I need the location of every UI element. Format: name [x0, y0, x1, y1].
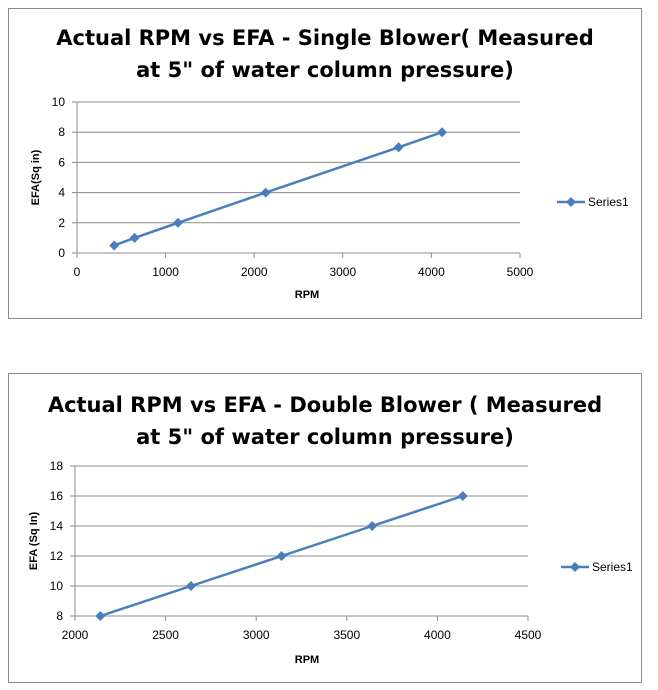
- data-point: [173, 217, 184, 228]
- y-tick-label: 0: [58, 246, 65, 260]
- y-tick-label: 8: [56, 609, 63, 623]
- y-tick-label: 18: [50, 459, 64, 473]
- y-axis-label: EFA (Sq In): [28, 512, 40, 571]
- y-tick-label: 14: [50, 519, 64, 533]
- chart-title-line: Actual RPM vs EFA - Double Blower ( Meas…: [48, 393, 602, 417]
- y-tick-label: 16: [50, 489, 64, 503]
- x-tick-label: 3000: [243, 628, 270, 642]
- x-tick-label: 2000: [241, 265, 268, 279]
- chart-svg: Actual RPM vs EFA - Double Blower ( Meas…: [28, 393, 633, 666]
- data-point: [457, 491, 468, 501]
- chart-svg: Actual RPM vs EFA - Single Blower( Measu…: [30, 26, 629, 301]
- data-point: [367, 521, 378, 531]
- y-tick-label: 8: [58, 125, 65, 139]
- x-tick-label: 3000: [329, 265, 356, 279]
- x-tick-label: 4000: [424, 628, 451, 642]
- data-point: [276, 551, 287, 561]
- x-tick-label: 2000: [62, 628, 89, 642]
- x-axis-label: RPM: [295, 289, 319, 301]
- series-line: [113, 131, 443, 247]
- x-axis-label: RPM: [295, 654, 319, 666]
- chart-single-blower: Actual RPM vs EFA - Single Blower( Measu…: [8, 8, 642, 319]
- y-tick-label: 2: [58, 216, 65, 230]
- chart-double-blower: Actual RPM vs EFA - Double Blower ( Meas…: [8, 373, 642, 683]
- legend-marker: [566, 197, 576, 207]
- x-tick-label: 2500: [152, 628, 179, 642]
- data-point: [185, 581, 196, 591]
- data-point: [129, 232, 140, 243]
- y-tick-label: 10: [50, 579, 64, 593]
- y-tick-label: 10: [52, 95, 66, 109]
- y-axis-label: EFA(Sq in): [30, 149, 42, 205]
- legend-label: Series1: [588, 195, 629, 209]
- x-tick-label: 0: [74, 265, 81, 279]
- data-point: [393, 142, 404, 153]
- chart-title-line: at 5" of water column pressure): [136, 425, 514, 449]
- x-tick-label: 3500: [333, 628, 360, 642]
- chart-title-line: at 5" of water column pressure): [136, 58, 514, 82]
- y-tick-label: 6: [58, 155, 65, 169]
- data-point: [95, 611, 106, 621]
- legend-label: Series1: [592, 560, 633, 574]
- data-point: [109, 240, 120, 251]
- x-tick-label: 4500: [515, 628, 542, 642]
- y-tick-label: 4: [58, 186, 65, 200]
- y-tick-label: 12: [50, 549, 64, 563]
- chart-title-line: Actual RPM vs EFA - Single Blower( Measu…: [56, 26, 594, 50]
- data-point: [437, 127, 448, 138]
- data-point: [260, 187, 271, 198]
- legend-marker: [570, 562, 580, 572]
- x-tick-label: 5000: [507, 265, 534, 279]
- x-tick-label: 1000: [152, 265, 179, 279]
- x-tick-label: 4000: [418, 265, 445, 279]
